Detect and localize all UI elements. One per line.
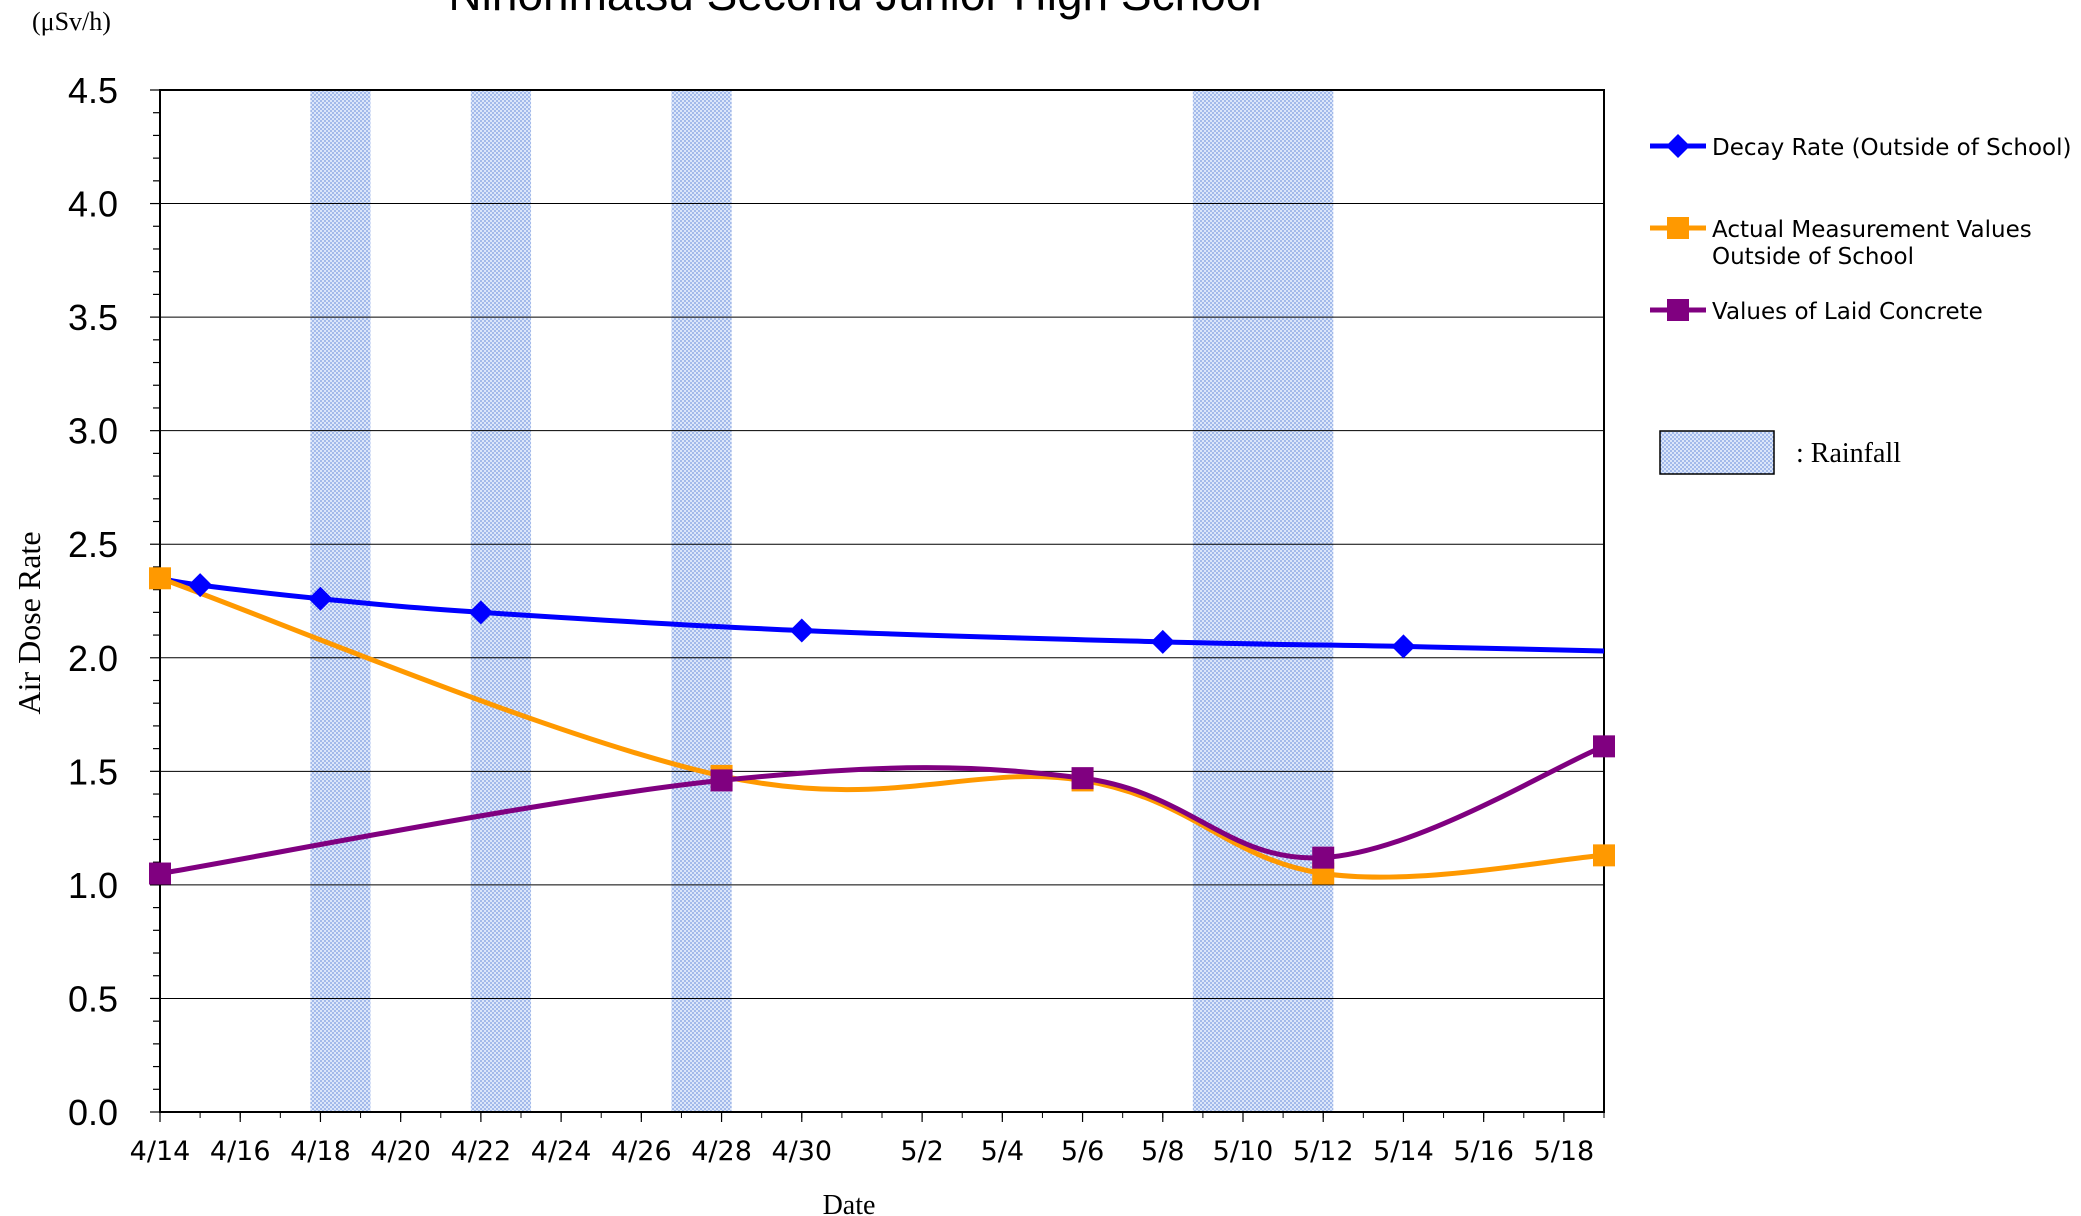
y-tick-label: 1.5 (68, 751, 118, 792)
legend-label-3: Values of Laid Concrete (1712, 299, 1983, 325)
legend-label-2: Outside of School (1712, 244, 1914, 270)
series-line-3 (159, 744, 1605, 876)
x-tick-label: 5/18 (1534, 1136, 1595, 1167)
series-line-2 (159, 575, 1605, 880)
legend-marker-3 (1667, 299, 1689, 321)
rainfall-legend-swatch (1659, 430, 1775, 475)
legend-label-1: Decay Rate (Outside of School) (1712, 135, 2072, 161)
x-tick-label: 5/14 (1373, 1136, 1434, 1167)
y-tick-label: 4.5 (68, 70, 118, 111)
data-point-series-3 (1593, 735, 1615, 758)
y-tick-label: 1.0 (68, 865, 118, 906)
data-point-series-1 (188, 573, 213, 598)
x-tick-label: 5/12 (1293, 1136, 1354, 1167)
data-point-series-3 (1312, 846, 1335, 869)
x-tick-label: 5/8 (1141, 1136, 1184, 1167)
data-point-series-1 (1150, 629, 1175, 654)
x-tick-label: 4/26 (611, 1136, 672, 1167)
x-tick-label: 4/18 (290, 1136, 351, 1167)
data-point-series-3 (1071, 767, 1094, 790)
x-tick-label: 5/16 (1453, 1136, 1514, 1167)
y-tick-label: 3.0 (68, 411, 118, 452)
data-point-series-3 (149, 862, 171, 885)
y-tick-label: 0.0 (68, 1092, 118, 1133)
y-tick-label: 2.5 (68, 524, 118, 565)
plot-frame (159, 89, 1605, 1113)
data-point-series-1 (468, 600, 493, 625)
y-tick-label: 3.5 (68, 297, 118, 338)
legend-marker-1 (1666, 134, 1690, 158)
rainfall-band-3 (671, 90, 732, 1112)
data-point-series-3 (710, 769, 733, 792)
data-point-series-1 (1391, 634, 1416, 659)
x-tick-label: 5/6 (1061, 1136, 1104, 1167)
gridlines (160, 203, 1604, 999)
x-tick-label: 4/22 (451, 1136, 512, 1167)
rainfall-bands (310, 90, 1334, 1112)
rainfall-legend-label: : Rainfall (1796, 438, 1901, 469)
x-tick-label: 4/28 (691, 1136, 752, 1167)
legend: Decay Rate (Outside of School) Actual Mea… (1650, 134, 2072, 475)
x-tick-label: 5/2 (900, 1136, 943, 1167)
axes (150, 89, 1605, 1122)
y-tick-label: 0.5 (68, 978, 118, 1019)
rainfall-band-2 (470, 90, 532, 1112)
tick-labels: 0.0 0.5 1.0 1.5 2.0 2.5 3.0 3.5 4.0 4.5 4/14 4/16 4/… (68, 70, 1594, 1167)
x-tick-label: 4/30 (771, 1136, 832, 1167)
y-axis-label: Air Dose Rate (11, 531, 47, 714)
x-tick-label: 4/24 (531, 1136, 592, 1167)
legend-label-2: Actual Measurement Values (1712, 217, 2032, 243)
data-point-series-2 (149, 567, 171, 590)
chart-title: Nihonmatsu Second Junior High School (448, 0, 1261, 20)
data-point-series-2 (1593, 844, 1615, 867)
legend-marker-2 (1667, 217, 1689, 239)
x-tick-label: 5/4 (981, 1136, 1024, 1167)
x-tick-label: 4/20 (370, 1136, 431, 1167)
series-lines (159, 575, 1605, 880)
x-axis-label: Date (823, 1190, 876, 1216)
rainfall-band-4 (1192, 90, 1334, 1112)
series-line-1 (159, 575, 1605, 654)
x-tick-label: 4/14 (130, 1136, 191, 1167)
x-tick-label: 4/16 (210, 1136, 271, 1167)
y-tick-label: 4.0 (68, 184, 118, 225)
data-point-series-1 (789, 618, 814, 643)
x-tick-label: 5/10 (1213, 1136, 1274, 1167)
y-tick-label: 2.0 (68, 638, 118, 679)
data-point-series-1 (308, 586, 333, 611)
y-unit-label: (μSv/h) (32, 7, 111, 36)
series-markers (149, 567, 1615, 885)
